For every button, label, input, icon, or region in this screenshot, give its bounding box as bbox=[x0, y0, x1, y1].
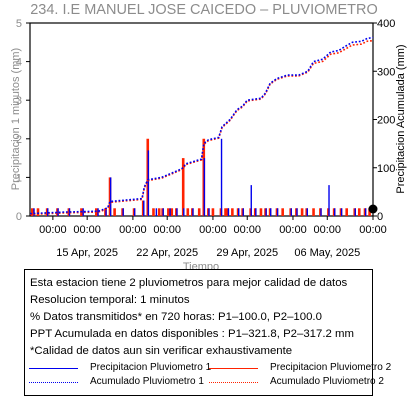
axis-ticks: 0 1 2 3 4 5 0 100 200 300 400 00:00 00:00 00:00 00:00 0… bbox=[16, 18, 395, 259]
accumulated-p1-line bbox=[29, 36, 374, 215]
y-left-tick-label-5: 5 bbox=[16, 18, 22, 30]
x-date-label-3: 06 May, 2025 bbox=[294, 247, 360, 259]
y-right-tick-label-0: 0 bbox=[377, 211, 383, 223]
legend-label-p2: Precipitacion Pluviometro 2 bbox=[270, 362, 392, 373]
legend-swatch-p1 bbox=[29, 368, 78, 369]
x-tick-time-label-3: 00:00 bbox=[153, 224, 181, 236]
x-date-label-1: 22 Apr, 2025 bbox=[136, 247, 198, 259]
x-date-label-2: 29 Apr, 2025 bbox=[216, 247, 278, 259]
plot-frame bbox=[29, 22, 374, 217]
y-axis-left-label: Precipitacion 1 minutos (mm) bbox=[10, 48, 22, 190]
legend-label-acc1: Acumulado Pluviometro 1 bbox=[90, 376, 204, 387]
current-marker bbox=[368, 204, 378, 214]
info-quality-note: *Calidad de datos aun sin verificar exha… bbox=[30, 345, 293, 357]
info-accumulated: PPT Acumulada en datos disponibles : P1–… bbox=[30, 328, 354, 340]
x-tick-time-label-6: 00:00 bbox=[279, 224, 307, 236]
info-transmitted: % Datos transmitidos* en 720 horas: P1–1… bbox=[30, 311, 322, 323]
y-left-tick-label-0: 0 bbox=[16, 211, 22, 223]
info-stations: Esta estacion tiene 2 pluviometros para … bbox=[30, 277, 348, 289]
legend-swatch-acc1 bbox=[29, 382, 78, 383]
y-left-tick-label-1: 1 bbox=[16, 172, 22, 184]
x-tick-time-label-8: 00:00 bbox=[359, 224, 387, 236]
info-resolution: Resolucion temporal: 1 minutos bbox=[30, 294, 190, 306]
x-date-label-0: 15 Apr, 2025 bbox=[56, 247, 118, 259]
x-tick-time-label-4: 00:00 bbox=[199, 224, 227, 236]
x-tick-time-label-5: 00:00 bbox=[233, 224, 261, 236]
legend-label-p1: Precipitacion Pluviometro 1 bbox=[90, 362, 212, 373]
chart-title: 234. I.E MANUEL JOSE CAICEDO – PLUVIOMET… bbox=[30, 2, 378, 18]
x-tick-time-label-2: 00:00 bbox=[119, 224, 147, 236]
y-left-tick-label-4: 4 bbox=[16, 57, 22, 69]
legend-label-acc2: Acumulado Pluviometro 2 bbox=[270, 376, 384, 387]
accumulated-lines bbox=[29, 36, 374, 216]
info-legend-box: Esta estacion tiene 2 pluviometros para … bbox=[24, 269, 391, 396]
legend-swatch-p2 bbox=[209, 368, 258, 369]
accumulated-p2-line bbox=[29, 39, 374, 216]
y-right-tick-label-4: 400 bbox=[377, 18, 395, 30]
precipitation-bars bbox=[30, 138, 371, 216]
y-right-tick-label-3: 300 bbox=[377, 66, 395, 78]
y-right-tick-label-2: 200 bbox=[377, 115, 395, 127]
y-axis-right-label: Precipitacion Acumulada (mm) bbox=[395, 44, 407, 193]
x-tick-time-label-1: 00:00 bbox=[73, 224, 101, 236]
y-right-tick-label-1: 100 bbox=[377, 163, 395, 175]
x-tick-time-label-0: 00:00 bbox=[39, 224, 67, 236]
x-tick-time-label-7: 00:00 bbox=[314, 224, 342, 236]
y-left-tick-label-2: 2 bbox=[16, 134, 22, 146]
y-left-tick-label-3: 3 bbox=[16, 95, 22, 107]
legend-swatch-acc2 bbox=[209, 382, 258, 383]
